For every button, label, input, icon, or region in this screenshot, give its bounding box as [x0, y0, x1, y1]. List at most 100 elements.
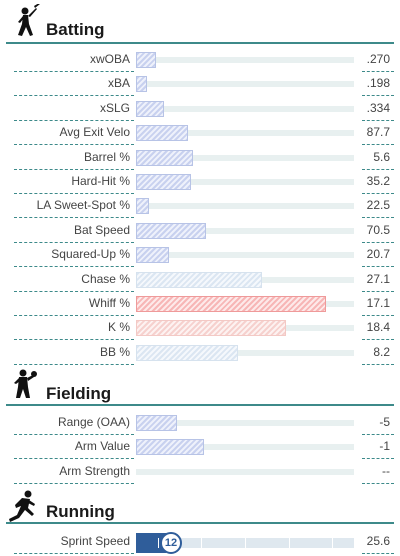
row-divider	[14, 482, 134, 484]
stat-value: .198	[366, 76, 390, 91]
stat-row: Bat Speed 70.5	[0, 220, 400, 244]
running-header: Running	[0, 488, 400, 524]
stat-value: 25.6	[366, 534, 390, 548]
row-divider	[14, 290, 134, 292]
value-divider	[362, 168, 394, 170]
section-title: Batting	[46, 20, 105, 39]
row-divider	[14, 71, 134, 72]
stat-label: Whiff %	[88, 296, 130, 310]
row-divider	[14, 458, 134, 460]
stat-value: 22.5	[366, 198, 390, 213]
value-divider	[362, 119, 394, 121]
stat-label: Arm Strength	[59, 463, 130, 478]
stat-value: 5.6	[373, 149, 390, 164]
stat-row: Squared-Up % 20.7	[0, 244, 400, 268]
stat-label: Chase %	[81, 271, 130, 286]
row-divider	[14, 339, 134, 341]
percentile-bar	[136, 52, 156, 68]
value-divider	[362, 458, 394, 460]
stat-value: 17.1	[366, 296, 390, 310]
stat-label: LA Sweet-Spot %	[36, 198, 130, 213]
stat-value: 8.2	[373, 344, 390, 359]
percentile-track	[136, 179, 354, 185]
stat-label: Range (OAA)	[57, 415, 130, 429]
value-divider	[362, 482, 394, 484]
row-divider	[14, 119, 134, 121]
value-divider	[362, 217, 394, 219]
section-divider	[6, 522, 394, 524]
row-divider	[14, 363, 134, 365]
row-divider	[14, 193, 134, 194]
percentile-bar	[136, 222, 206, 239]
percentile-track	[136, 57, 354, 63]
stat-value: .334	[366, 100, 390, 115]
stat-label: xBA	[107, 76, 130, 91]
percentile-track	[136, 81, 354, 88]
value-divider	[362, 339, 394, 341]
row-divider	[14, 241, 134, 243]
stat-label: Hard-Hit %	[71, 174, 130, 188]
percentile-bar	[136, 76, 147, 93]
value-divider	[362, 363, 394, 365]
stat-row: Whiff % 17.1	[0, 293, 400, 317]
stat-label: Barrel %	[83, 149, 130, 164]
batting-header: Batting	[0, 4, 400, 44]
stat-row: BB % 8.2	[0, 342, 400, 366]
value-divider	[362, 553, 394, 554]
stat-value: 20.7	[366, 247, 390, 262]
stat-value: 18.4	[366, 320, 390, 335]
percentile-track	[136, 349, 354, 356]
stat-label: xSLG	[99, 100, 130, 115]
runner-icon	[9, 490, 35, 522]
row-divider	[14, 168, 134, 170]
percentile-track	[136, 468, 354, 475]
stat-row: xSLG .334	[0, 98, 400, 122]
row-divider	[14, 315, 134, 316]
value-divider	[362, 315, 394, 316]
fielder-icon	[14, 369, 37, 398]
percentile-track	[136, 105, 354, 112]
section-title: Fielding	[46, 384, 112, 403]
percentile-track	[136, 252, 354, 259]
stat-label: Avg Exit Velo	[59, 125, 131, 140]
section-divider	[6, 42, 394, 44]
stat-label: Sprint Speed	[60, 534, 130, 548]
value-divider	[362, 434, 394, 435]
percentile-track	[136, 203, 354, 210]
stat-row: xwOBA .270	[0, 49, 400, 73]
value-divider	[362, 71, 394, 72]
row-divider	[14, 217, 134, 219]
value-divider	[362, 144, 394, 146]
percentile-bar	[136, 125, 189, 142]
stat-label: xwOBA	[89, 52, 130, 66]
percentile-bar	[136, 296, 326, 312]
percentile-bar	[136, 320, 287, 337]
fielding-header: Fielding	[0, 366, 400, 406]
stat-value: -1	[379, 439, 390, 454]
value-divider	[362, 95, 394, 97]
row-divider	[14, 434, 134, 435]
stat-label: K %	[107, 320, 130, 335]
stat-value: --	[382, 463, 390, 478]
percentile-bar	[136, 198, 150, 215]
percentile-bar	[136, 174, 191, 190]
value-divider	[362, 290, 394, 292]
stat-row: Arm Value -1	[0, 436, 400, 460]
percentile-bar	[136, 439, 204, 456]
value-divider	[362, 193, 394, 194]
stat-row: Barrel % 5.6	[0, 147, 400, 171]
stat-row: Hard-Hit % 35.2	[0, 171, 400, 195]
percentile-bar	[136, 247, 169, 264]
stat-value: 27.1	[366, 271, 390, 286]
row-divider	[14, 95, 134, 97]
percentile-bar	[136, 415, 178, 431]
percentile-track	[136, 130, 354, 137]
stat-label: BB %	[99, 344, 130, 359]
percentile-bar	[136, 149, 193, 166]
stat-row: xBA .198	[0, 73, 400, 97]
stat-row: Sprint Speed 12 25.6	[0, 531, 400, 555]
percentile-track	[136, 444, 354, 451]
percentile-bar	[136, 271, 263, 288]
stat-value: -5	[379, 415, 390, 429]
stat-row: LA Sweet-Spot % 22.5	[0, 195, 400, 219]
